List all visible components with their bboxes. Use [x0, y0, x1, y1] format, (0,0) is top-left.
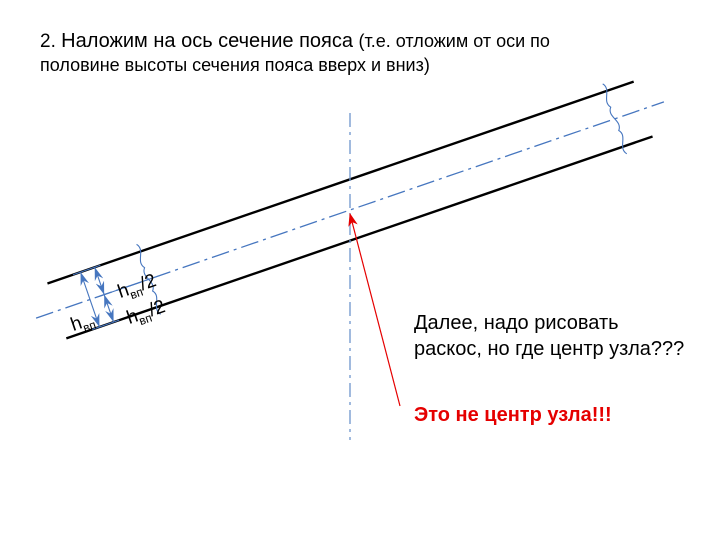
dim-line-half-lower	[104, 295, 113, 322]
red-arrow	[350, 214, 400, 406]
dim-line-half-upper	[95, 267, 104, 294]
annotation-next-line2: раскос, но где центр узла???	[414, 338, 684, 360]
annotation-red: Это не центр узла!!!	[414, 404, 612, 427]
chord-edge-top	[47, 82, 633, 284]
annotation-next-line1: Далее, надо рисовать	[414, 312, 619, 334]
break-line-right	[603, 84, 627, 154]
diagram-svg	[0, 0, 720, 540]
annotation-next: Далее, надо рисовать раскос, но где цент…	[414, 310, 714, 362]
